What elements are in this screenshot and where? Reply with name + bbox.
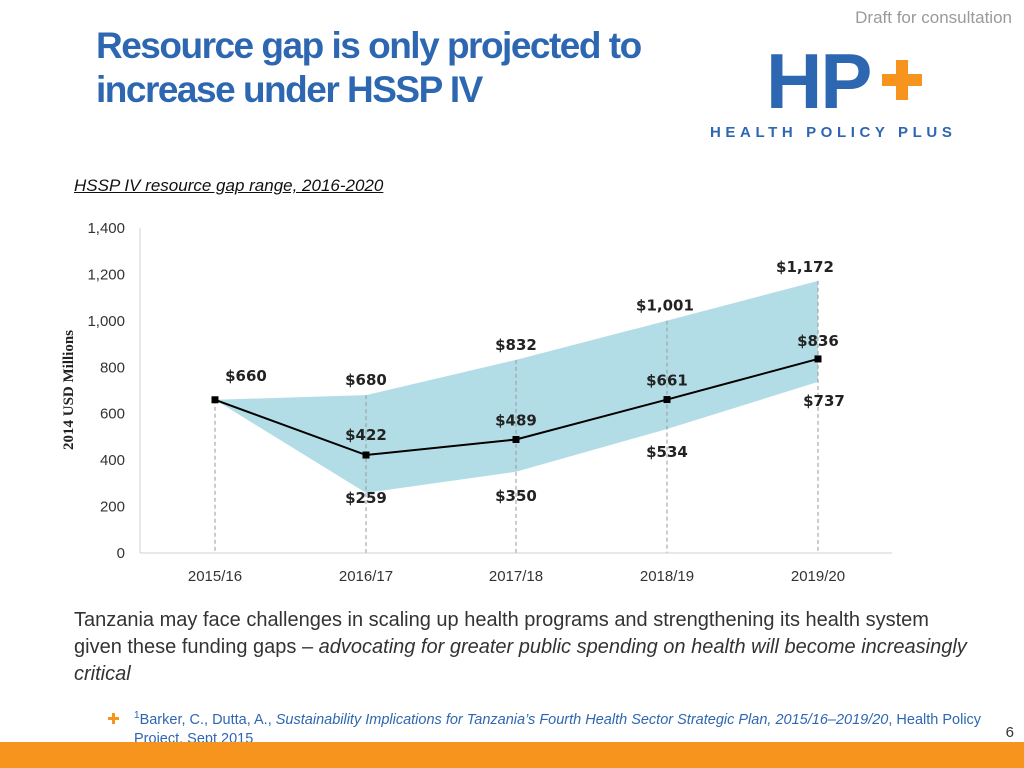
median-value-label: $836 (797, 332, 839, 350)
x-tick-label: 2018/19 (640, 568, 694, 585)
median-point (362, 451, 370, 459)
high-value-label: $1,172 (776, 258, 834, 276)
low-value-label: $350 (495, 487, 537, 505)
median-point (663, 396, 671, 404)
high-value-label: $660 (225, 367, 267, 385)
high-value-label: $1,001 (636, 297, 694, 315)
y-tick-label: 800 (100, 359, 125, 376)
footnote-marker: 1 (134, 710, 140, 721)
x-tick-label: 2015/16 (188, 568, 242, 585)
y-tick-label: 400 (100, 452, 125, 469)
median-point (512, 435, 520, 443)
y-tick-label: 1,000 (87, 313, 125, 330)
low-value-label: $534 (646, 443, 688, 461)
logo-tagline: HEALTH POLICY PLUS (710, 124, 957, 141)
y-tick-label: 1,200 (87, 266, 125, 283)
footnote-title: Sustainability Implications for Tanzania… (275, 711, 889, 728)
footnote-authors: Barker, C., Dutta, A., (139, 711, 276, 728)
median-value-label: $489 (495, 411, 537, 429)
low-value-label: $259 (345, 489, 387, 507)
draft-label: Draft for consultation (855, 8, 1012, 27)
body-text: Tanzania may face challenges in scaling … (74, 607, 974, 688)
logo-mark: HP (766, 37, 872, 125)
y-tick-label: 600 (100, 406, 125, 423)
resource-gap-chart: 0 200 400 600 800 1,000 1,200 1,400 2015/16 2016/… (61, 220, 892, 585)
low-value-label: $737 (803, 392, 845, 410)
y-tick-label: 0 (117, 545, 125, 562)
median-value-label: $661 (646, 372, 688, 390)
plus-icon (882, 60, 922, 100)
x-tick-label: 2016/17 (339, 568, 393, 585)
slide-title: Resource gap is only projected to increa… (96, 25, 642, 110)
median-value-label: $422 (345, 426, 387, 444)
page-number: 6 (1005, 724, 1014, 741)
bullet-plus-icon (108, 713, 119, 724)
high-value-label: $832 (495, 336, 537, 354)
bottom-accent-bar (0, 742, 1024, 768)
hp-plus-logo: HP HEALTH POLICY PLUS (708, 37, 964, 146)
median-point (814, 355, 822, 363)
body-text-plain: Tanzania may face challenges in scaling … (74, 609, 929, 658)
y-axis-title: 2014 USD Millions (61, 330, 77, 450)
y-tick-label: 200 (100, 499, 125, 516)
median-point (211, 396, 219, 404)
body-text-emphasis: advocating for greater public spending o… (74, 636, 967, 685)
chart-title: HSSP IV resource gap range, 2016-2020 (74, 176, 384, 195)
x-tick-label: 2019/20 (791, 568, 845, 585)
x-tick-label: 2017/18 (489, 568, 543, 585)
high-value-label: $680 (345, 371, 387, 389)
y-tick-label: 1,400 (87, 220, 125, 237)
